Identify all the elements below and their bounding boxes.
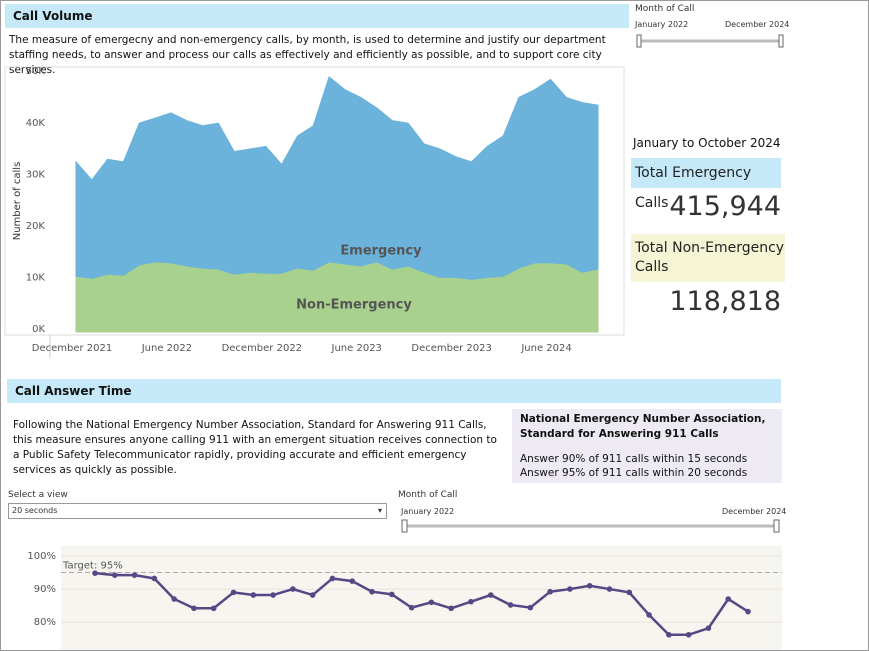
point (408, 604, 415, 611)
point (547, 588, 553, 595)
filter-label: Month of Call (635, 4, 695, 14)
point (685, 631, 692, 638)
point (369, 588, 375, 595)
point (131, 572, 138, 578)
point (586, 582, 593, 589)
x-tick-label: June 2023 (331, 343, 382, 354)
target-label: Target: 95% (62, 561, 123, 572)
y-tick-label: 50K (26, 66, 46, 77)
x-tick-label: June 2024 (520, 343, 571, 354)
point (725, 596, 732, 602)
series-label: Emergency (340, 244, 422, 259)
area (75, 75, 599, 280)
y-tick-label: 10K (26, 272, 46, 283)
point (349, 578, 356, 584)
y-tick-label: 0K (32, 324, 45, 335)
point (290, 586, 296, 592)
dropdown-arrow: ▾ (377, 506, 382, 515)
dropdown-value: 20 seconds (12, 506, 58, 515)
y-tick-label: 40K (26, 118, 46, 129)
point (309, 592, 316, 598)
point (527, 604, 534, 611)
description: The measure of emergecny and non-emergen… (9, 34, 606, 76)
point (329, 575, 336, 582)
series-label: Non-Emergency (296, 298, 412, 313)
point (468, 598, 474, 605)
point (151, 575, 158, 582)
point (171, 596, 177, 602)
point (606, 586, 613, 592)
y-tick-label: 20K (26, 221, 46, 232)
standard-title: National Emergency Number Association, S… (520, 413, 766, 440)
view-dropdown[interactable]: 20 seconds ▾ (8, 503, 387, 519)
y-tick-label: 100% (27, 551, 56, 562)
y-axis-label: Number of calls (12, 162, 23, 241)
point (666, 631, 672, 638)
standard-line: Answer 90% of 911 calls within 15 second… (520, 453, 748, 465)
point (626, 589, 633, 596)
point (389, 591, 395, 598)
y-tick-label: 90% (34, 584, 56, 595)
section-header: Call Volume (5, 4, 629, 28)
point (448, 605, 454, 612)
plot-background (61, 546, 782, 650)
filter-end: December 2024 (725, 20, 790, 29)
description: Following the National Emergency Number … (13, 419, 497, 476)
point (705, 625, 712, 631)
slider-handle[interactable] (401, 519, 780, 533)
filter-start: January 2022 (635, 20, 689, 29)
kpi-value: 415,944 (669, 191, 781, 222)
section-header: Call Answer Time (7, 379, 781, 403)
point (487, 592, 494, 598)
filter-start: January 2022 (401, 507, 455, 516)
select-label: Select a view (8, 490, 68, 500)
point (646, 612, 652, 618)
line (94, 571, 749, 637)
point (250, 592, 257, 598)
point (210, 605, 217, 612)
point (270, 592, 276, 598)
point (191, 605, 197, 612)
point (745, 608, 751, 615)
point (230, 589, 237, 596)
standard-line: Answer 95% of 911 calls within 20 second… (520, 467, 748, 479)
point (428, 599, 435, 606)
kpi-value: 118,818 (669, 286, 781, 317)
x-tick-label: December 2023 (411, 343, 491, 354)
x-tick-label: June 2022 (141, 343, 192, 354)
slider-handle[interactable] (636, 34, 784, 48)
filter-end: December 2024 (722, 507, 787, 516)
y-tick-label: 30K (26, 169, 46, 180)
kpi-label: Total Non-Emergency Calls (631, 234, 785, 282)
point (507, 602, 514, 608)
chart-frame (4, 66, 625, 336)
x-tick-label: December 2022 (222, 343, 302, 354)
point (111, 572, 118, 578)
standard-box: National Emergency Number Association, S… (512, 409, 782, 483)
y-tick-label: 80% (34, 617, 56, 628)
x-tick-label: December 2021 (32, 343, 112, 354)
kpi-label: Total Emergency Calls (631, 158, 781, 211)
point (567, 586, 573, 592)
point (92, 570, 98, 576)
kpi-period: January to October 2024 (633, 136, 781, 150)
filter-label: Month of Call (398, 490, 458, 500)
